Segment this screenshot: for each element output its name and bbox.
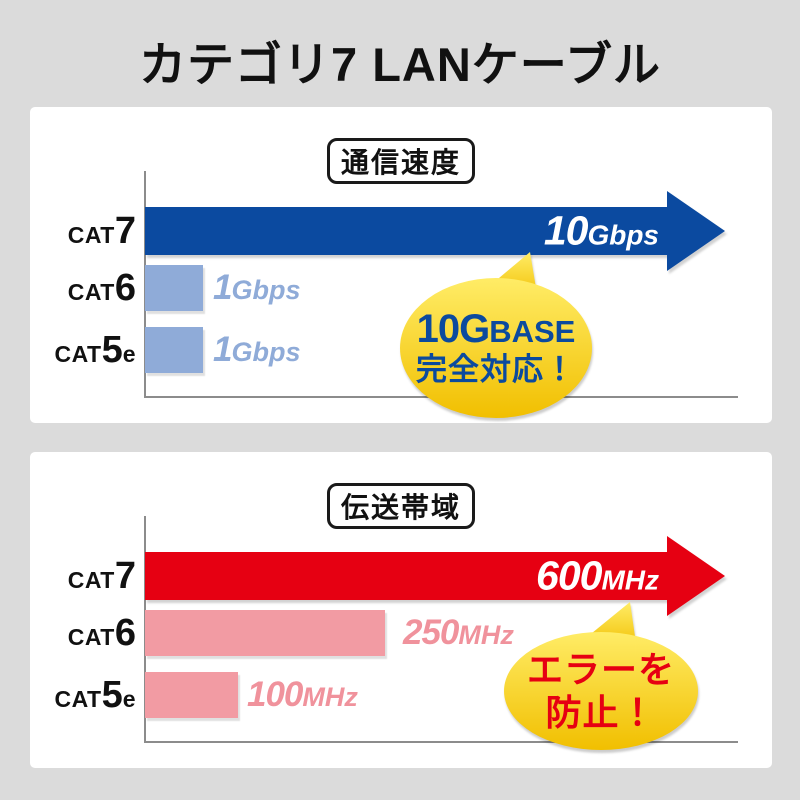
bandwidth-chart-title: 伝送帯域: [340, 492, 461, 523]
speed-cat7-label-number: 7: [114, 210, 136, 252]
bandwidth-cat7-value: 600MHz: [536, 553, 659, 600]
speed-cat7-label-prefix: CAT: [67, 222, 115, 248]
bandwidth-cat7-value-unit: MHz: [601, 564, 659, 596]
bandwidth-cat5e-label: CAT5e: [40, 671, 136, 719]
speed-cat5e-label-prefix: CAT: [54, 341, 102, 367]
speed-cat5e-label: CAT5e: [40, 326, 136, 374]
speed-cat6-bar: [145, 265, 203, 311]
bandwidth-cat7-arrow-bar: 600MHz: [145, 536, 725, 616]
speed-cat6-value-number: 1: [213, 268, 232, 307]
speed-cat7-label: CAT7: [40, 207, 136, 255]
bandwidth-cat5e-label-number: 5: [101, 674, 123, 716]
speed-bubble-line2: 完全対応！: [416, 351, 576, 387]
bandwidth-cat7-label-prefix: CAT: [67, 567, 115, 593]
bandwidth-bubble-line1: エラーを: [526, 648, 675, 690]
speed-cat5e-bar: [145, 327, 203, 373]
bandwidth-bubble-shape: [504, 632, 698, 750]
speed-cat6-value: 1Gbps: [213, 264, 300, 312]
bandwidth-cat6-label: CAT6: [40, 609, 136, 657]
bandwidth-cat6-value-unit: MHz: [458, 620, 514, 650]
speed-cat7-arrow-bar: 10Gbps: [145, 191, 725, 271]
speed-cat6-value-unit: Gbps: [231, 275, 301, 305]
bandwidth-cat5e-value-number: 100: [247, 675, 303, 714]
speed-cat7-value-unit: Gbps: [587, 219, 659, 251]
bandwidth-cat6-value: 250MHz: [403, 609, 514, 657]
page-title: カテゴリ7 LANケーブル: [139, 38, 661, 91]
speed-cat5e-value-unit: Gbps: [231, 337, 301, 367]
bandwidth-cat6-bar: [145, 610, 385, 656]
bandwidth-cat6-value-number: 250: [403, 613, 459, 652]
speed-bubble-line1: 10GBASE: [417, 307, 576, 351]
speed-cat7-value-number: 10: [543, 207, 589, 254]
bandwidth-bubble-balloon: [504, 602, 698, 750]
bandwidth-cat6-label-prefix: CAT: [67, 624, 115, 650]
bandwidth-cat5e-label-prefix: CAT: [54, 686, 102, 712]
speed-cat5e-value: 1Gbps: [213, 326, 300, 374]
speed-cat5e-label-number: 5: [101, 329, 123, 371]
bandwidth-cat7-value-number: 600: [536, 552, 602, 599]
speed-cat5e-value-number: 1: [213, 330, 232, 369]
speed-cat7-value: 10Gbps: [544, 208, 659, 255]
bandwidth-bubble-line2: 防止！: [545, 692, 657, 733]
bandwidth-cat7-label: CAT7: [40, 552, 136, 600]
bandwidth-cat7-label-number: 7: [114, 555, 136, 597]
speed-bubble-line1-big: 10G: [416, 306, 491, 351]
bandwidth-chart-x-axis: [144, 741, 738, 743]
speed-bubble-line1-small: BASE: [489, 313, 576, 349]
speed-cat6-label-number: 6: [114, 267, 136, 309]
bandwidth-cat5e-value-unit: MHz: [302, 682, 358, 712]
bandwidth-cat5e-bar: [145, 672, 238, 718]
speed-cat6-label-prefix: CAT: [67, 279, 115, 305]
speed-cat5e-label-suffix: e: [122, 341, 136, 367]
speed-cat6-label: CAT6: [40, 264, 136, 312]
speed-chart-title-box: 通信速度: [327, 138, 475, 184]
speed-bubble-balloon: [400, 252, 592, 418]
bandwidth-bubble-text: エラーを 防止！: [501, 641, 701, 741]
bandwidth-cat6-label-number: 6: [114, 612, 136, 654]
speed-bubble-text: 10GBASE 完全対応！: [396, 298, 596, 398]
speed-chart-title: 通信速度: [340, 147, 461, 178]
bandwidth-chart-title-box: 伝送帯域: [327, 483, 475, 529]
bandwidth-cat5e-label-suffix: e: [122, 686, 136, 712]
bandwidth-cat5e-value: 100MHz: [247, 671, 358, 719]
bandwidth-chart-panel: 伝送帯域 CAT7 CAT6 CAT5e 600MHz 250MHz 100MH…: [30, 452, 772, 768]
speed-chart-panel: 通信速度 CAT7 CAT6 CAT5e 10Gbps 1Gbps 1Gbps: [30, 107, 772, 423]
speed-bubble-shape: [400, 278, 592, 418]
